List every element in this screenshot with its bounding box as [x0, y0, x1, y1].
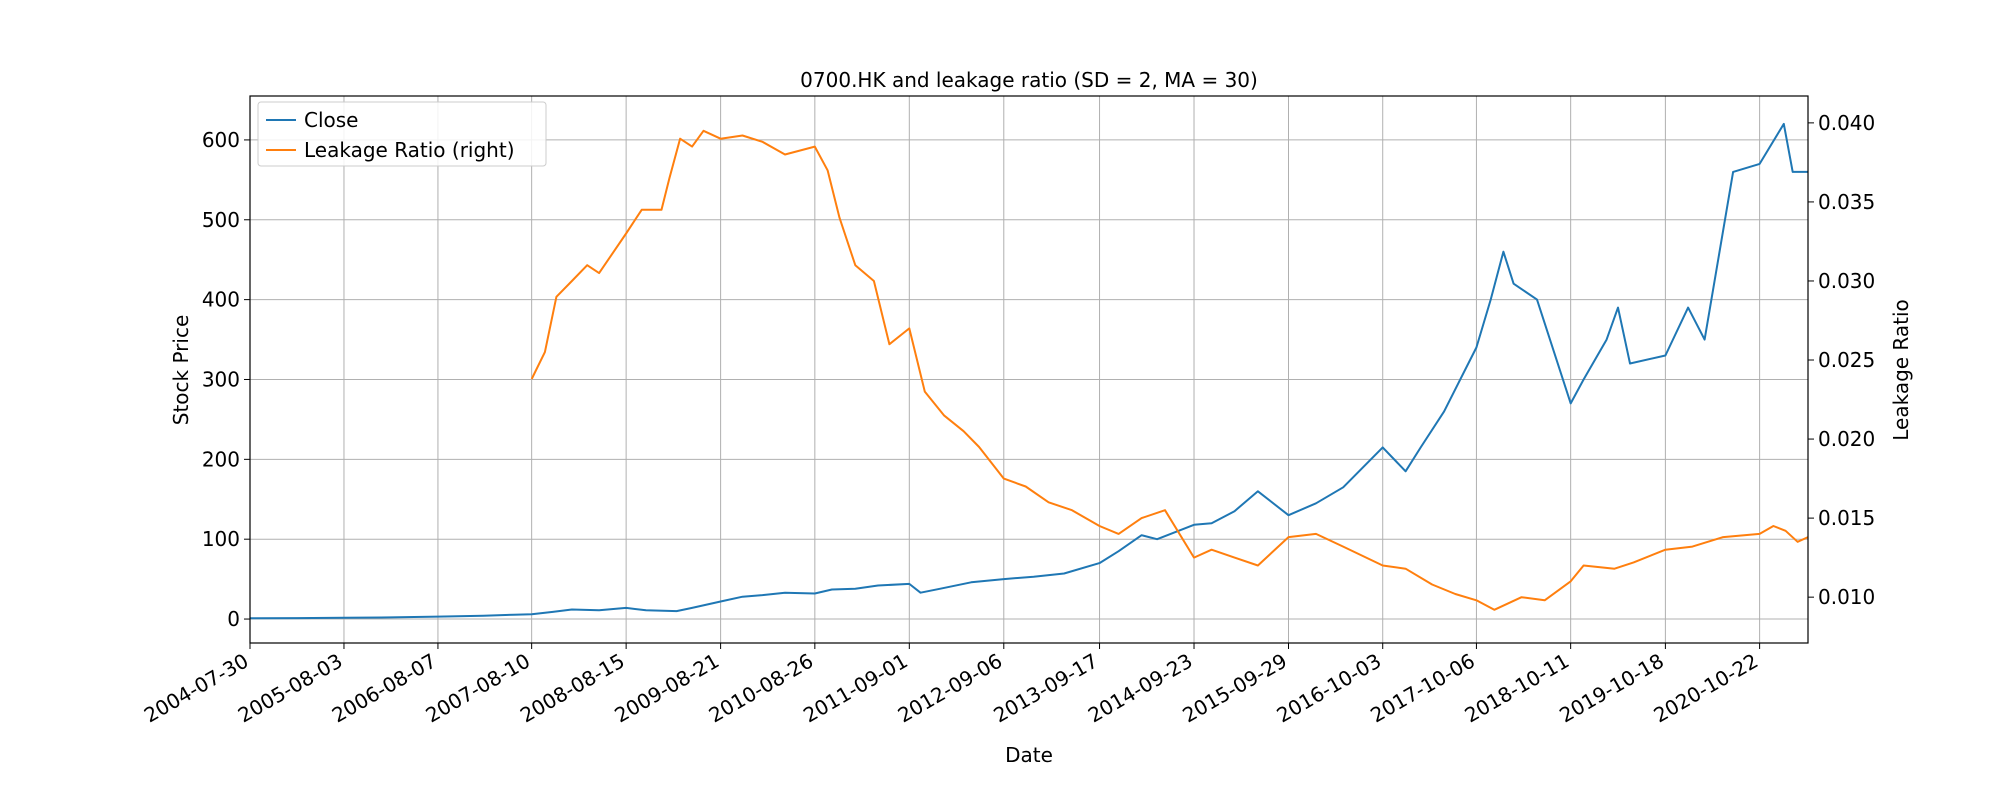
series-line-leakage: [530, 129, 1809, 611]
legend-box: [257, 101, 547, 167]
left-tick-label: 600: [202, 128, 240, 152]
x-axis-label: Date: [1005, 743, 1053, 767]
series-layer: [249, 122, 1809, 620]
left-tick-label: 0: [227, 607, 240, 631]
x-tick-label: 2011-09-01: [799, 649, 912, 728]
x-tick-label: 2010-08-26: [705, 649, 818, 728]
left-axis-label: Stock Price: [169, 315, 193, 426]
x-tick-label: 2008-08-15: [516, 649, 629, 728]
x-tick-label: 2018-10-11: [1460, 649, 1573, 728]
left-tick-label: 200: [202, 447, 240, 471]
right-tick-label: 0.025: [1818, 348, 1875, 372]
x-axis-ticks: 2004-07-302005-08-032006-08-072007-08-10…: [140, 643, 1762, 727]
plot-frame: [249, 95, 1809, 644]
legend-label-leakage: Leakage Ratio (right): [304, 138, 515, 162]
legend: Close Leakage Ratio (right): [257, 101, 547, 167]
right-tick-label: 0.020: [1818, 427, 1875, 451]
x-tick-label: 2012-09-06: [894, 649, 1007, 728]
x-tick-label: 2005-08-03: [234, 649, 347, 728]
left-tick-label: 500: [202, 208, 240, 232]
right-tick-label: 0.035: [1818, 190, 1875, 214]
right-tick-label: 0.010: [1818, 585, 1875, 609]
right-axis-ticks: 0.010 0.015 0.020 0.025 0.030 0.035 0.040: [1808, 111, 1875, 609]
left-tick-label: 300: [202, 367, 240, 391]
right-tick-label: 0.015: [1818, 506, 1875, 530]
x-tick-label: 2013-09-17: [989, 649, 1102, 728]
left-tick-label: 400: [202, 288, 240, 312]
right-tick-label: 0.040: [1818, 111, 1875, 135]
x-tick-label: 2019-10-18: [1555, 649, 1668, 728]
x-tick-label: 2004-07-30: [140, 649, 253, 728]
x-tick-label: 2015-09-29: [1178, 649, 1291, 728]
right-axis-label: Leakage Ratio: [1889, 299, 1913, 441]
x-tick-label: 2009-08-21: [610, 649, 723, 728]
left-axis-ticks: 0 100 200 300 400 500 600: [202, 128, 250, 631]
grid: [249, 96, 1808, 643]
series-line-close: [249, 122, 1808, 620]
left-tick-label: 100: [202, 527, 240, 551]
x-tick-label: 2014-09-23: [1084, 649, 1197, 728]
x-tick-label: 2020-10-22: [1649, 649, 1762, 728]
x-tick-label: 2007-08-10: [421, 649, 534, 728]
x-tick-label: 2016-10-03: [1273, 649, 1386, 728]
legend-label-close: Close: [304, 108, 358, 132]
x-tick-label: 2017-10-06: [1366, 649, 1479, 728]
chart-title: 0700.HK and leakage ratio (SD = 2, MA = …: [800, 68, 1258, 92]
x-tick-label: 2006-08-07: [328, 649, 441, 728]
right-tick-label: 0.030: [1818, 269, 1875, 293]
